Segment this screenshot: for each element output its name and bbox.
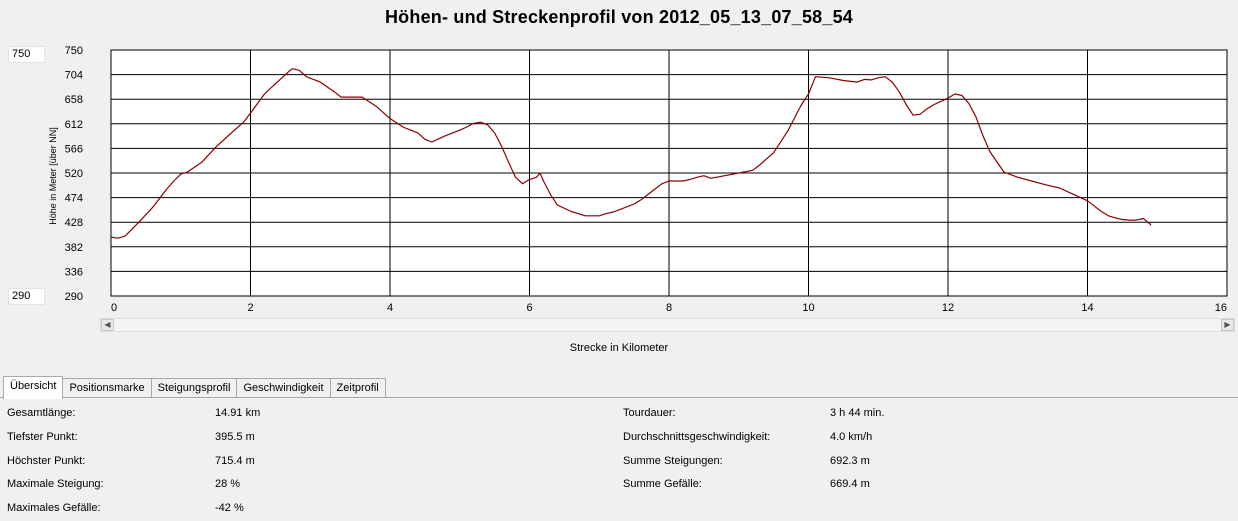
- elevation-line: [110, 68, 1152, 239]
- chart-title: Höhen- und Streckenprofil von 2012_05_13…: [384, 7, 854, 27]
- y-min-input[interactable]: 290: [8, 288, 45, 305]
- stat-label: Maximale Steigung:: [7, 478, 104, 490]
- stat-value: 4.0 km/h: [830, 431, 873, 443]
- stat-value: 715.4 m: [215, 455, 255, 467]
- stat-value: 692.3 m: [830, 455, 870, 467]
- horizontal-scrollbar[interactable]: ◀ ▶: [100, 318, 1235, 332]
- y-tick-label: 658: [65, 94, 83, 106]
- x-tick-label: 16: [1215, 302, 1227, 314]
- x-tick-label: 12: [942, 302, 954, 314]
- y-max-input[interactable]: 750: [8, 46, 45, 63]
- y-tick-label: 704: [65, 70, 83, 82]
- overview-panel: Gesamtlänge: 14.91 km Tiefster Punkt: 39…: [0, 397, 1238, 521]
- tab-uebersicht[interactable]: Übersicht: [3, 376, 64, 399]
- stat-label: Summe Steigungen:: [623, 455, 723, 467]
- stat-value: 395.5 m: [215, 431, 255, 443]
- tab-geschwindigkeit[interactable]: Geschwindigkeit: [236, 378, 331, 398]
- tab-positionsmarke[interactable]: Positionsmarke: [62, 378, 152, 398]
- x-tick-label: 6: [526, 302, 532, 314]
- x-tick-label: 4: [387, 302, 393, 314]
- y-tick-label: 428: [65, 217, 83, 229]
- y-tick-label: 612: [65, 119, 83, 131]
- y-tick-label: 336: [65, 266, 83, 278]
- stat-value: 669.4 m: [830, 478, 870, 490]
- x-tick-label: 10: [802, 302, 814, 314]
- tab-zeitprofil[interactable]: Zeitprofil: [329, 378, 386, 398]
- y-tick-label: 520: [65, 168, 83, 180]
- y-tick-label: 566: [65, 143, 83, 155]
- tab-steigungsprofil[interactable]: Steigungsprofil: [150, 378, 238, 398]
- x-axis-label: Strecke in Kilometer: [569, 342, 669, 354]
- scroll-right-icon[interactable]: ▶: [1221, 319, 1234, 331]
- y-tick-label: 290: [65, 291, 83, 303]
- y-axis-label: Höhe in Meter [über NN]: [48, 127, 58, 225]
- x-tick-label: 0: [111, 302, 117, 314]
- stat-label: Gesamtlänge:: [7, 407, 76, 419]
- stat-value: -42 %: [215, 502, 244, 514]
- elevation-chart: 750 704 658 612 566 520 474 428 382 336 290 0 2 4 6 8 10…: [48, 45, 1228, 314]
- x-tick-label: 2: [247, 302, 253, 314]
- stat-label: Tourdauer:: [623, 407, 676, 419]
- stat-value: 3 h 44 min.: [830, 407, 885, 419]
- tab-bar: Übersicht Positionsmarke Steigungsprofil…: [3, 376, 386, 399]
- x-tick-label: 14: [1081, 302, 1093, 314]
- stat-value: 28 %: [215, 478, 241, 490]
- y-tick-label: 474: [65, 193, 83, 205]
- stat-label: Höchster Punkt:: [7, 455, 86, 467]
- stat-label: Durchschnittsgeschwindigkeit:: [623, 431, 771, 443]
- scroll-left-icon[interactable]: ◀: [101, 319, 114, 331]
- stat-label: Summe Gefälle:: [623, 478, 702, 490]
- y-tick-label: 750: [65, 45, 83, 57]
- stat-label: Tiefster Punkt:: [7, 431, 78, 443]
- x-tick-label: 8: [666, 302, 672, 314]
- y-tick-label: 382: [65, 242, 83, 254]
- stat-value: 14.91 km: [215, 407, 261, 419]
- stat-label: Maximales Gefälle:: [7, 502, 101, 514]
